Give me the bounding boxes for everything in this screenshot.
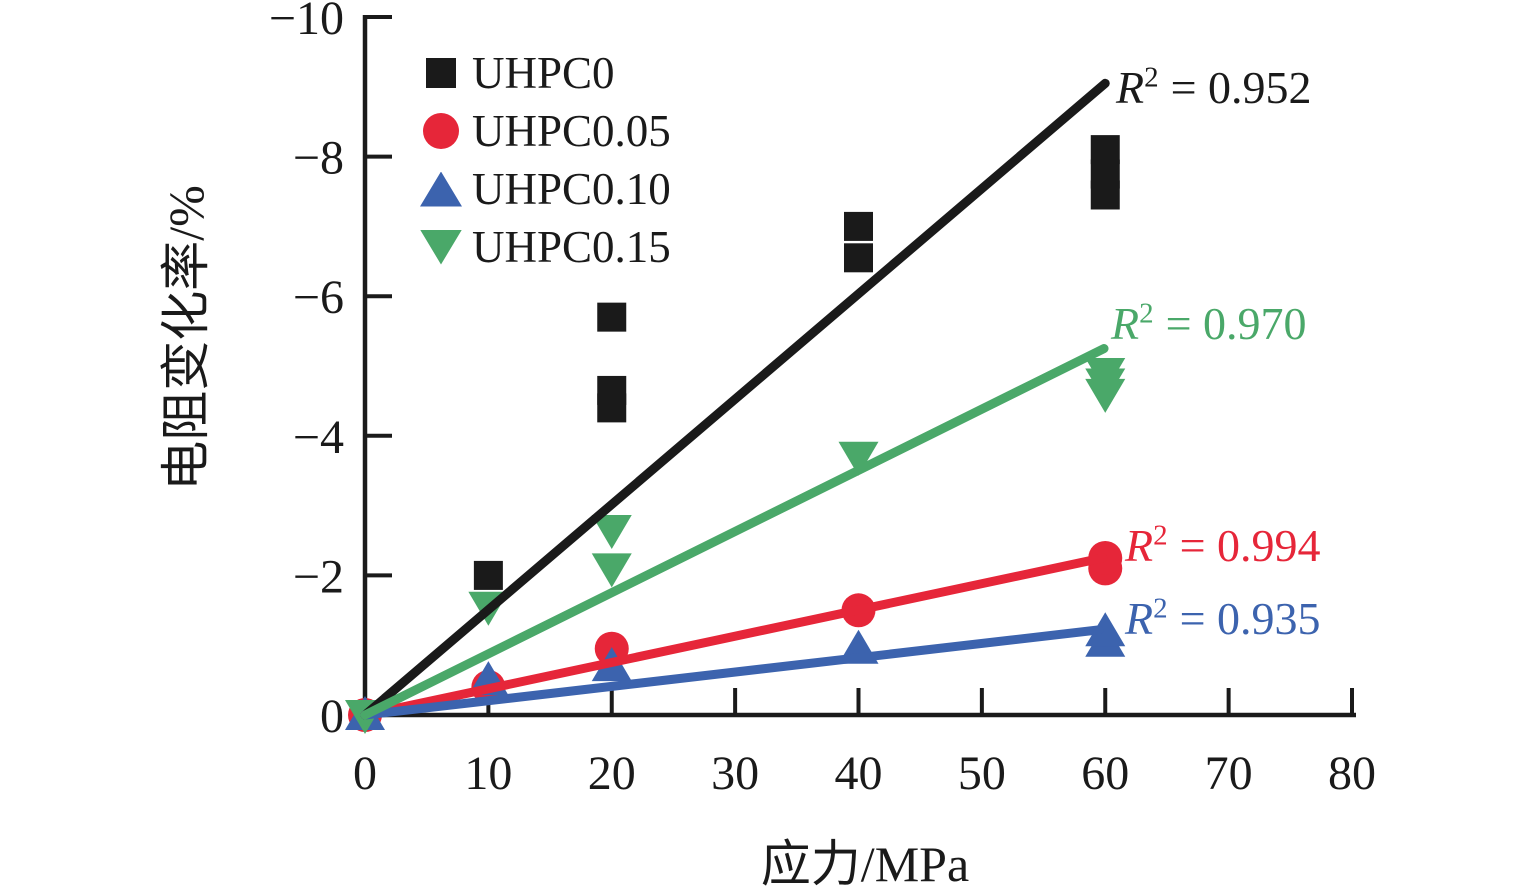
y-tick-labels: 0 −2 −4 −6 −8 −10 [269,0,344,743]
r2-annotation-uhpc015: R2 = 0.970 [1111,297,1307,350]
legend-item-uhpc0: UHPC0 [420,44,671,102]
legend-item-uhpc005: UHPC0.05 [420,102,671,160]
r2-exponent: 2 [1144,61,1159,94]
legend-item-uhpc010: UHPC0.10 [420,160,671,218]
x-tick-label: 0 [353,747,377,800]
r2-exponent: 2 [1153,592,1168,625]
fit-line-uhpc005 [360,553,1108,720]
r2-symbol: R [1116,62,1145,113]
legend-circle-marker-icon [423,113,459,149]
r2-symbol: R [1111,298,1140,349]
series-markers-uhpc015 [345,357,1126,734]
r2-exponent: 2 [1153,519,1168,552]
x-tick-label: 80 [1328,747,1376,800]
square-marker [844,211,873,241]
r2-value: = 0.994 [1179,520,1321,571]
legend-item-uhpc015: UHPC0.15 [420,218,671,276]
x-tick-label: 60 [1081,747,1129,800]
r2-symbol: R [1125,593,1154,644]
square-marker [844,243,873,273]
x-tick-labels: 0 10 20 30 40 50 60 70 80 [353,747,1376,800]
x-tick-label: 40 [835,747,883,800]
r2-annotation-uhpc005: R2 = 0.994 [1125,519,1321,572]
y-tick-label: −8 [293,132,344,185]
r2-value: = 0.952 [1170,62,1312,113]
y-tick-label: 0 [320,690,344,743]
triangle-down-marker [838,441,879,476]
triangle-down-marker [591,515,632,550]
square-marker [597,375,627,405]
x-tick-label: 10 [464,747,512,800]
legend-label-uhpc005: UHPC0.05 [472,105,671,156]
square-marker [473,560,503,590]
triangle-down-marker [591,553,632,588]
triangle-up-marker [1085,612,1126,647]
r2-annotation-uhpc010: R2 = 0.935 [1125,592,1321,645]
square-marker [1090,135,1120,165]
square-marker [597,302,627,332]
fit-line-uhpc010 [360,625,1104,720]
r2-annotation-uhpc0: R2 = 0.952 [1116,61,1312,114]
y-tick-label: −6 [293,271,344,324]
fit-line-uhpc0 [360,78,1110,720]
y-tick-label: −2 [293,550,344,603]
y-tick-label: −4 [293,411,344,464]
y-tick-label: −10 [269,0,344,45]
x-tick-label: 20 [588,747,636,800]
axes [362,15,1356,718]
y-axis-title: 电阻变化率/% [158,185,214,491]
legend-triangle-up-marker-icon [420,171,462,207]
x-tick-label: 70 [1205,747,1253,800]
legend-label-uhpc010: UHPC0.10 [472,163,671,214]
legend-triangle-down-marker-icon [420,229,462,265]
fit-line-uhpc015 [360,344,1109,720]
legend-square-marker-icon [426,58,456,88]
x-tick-label: 30 [711,747,759,800]
x-axis-title: 应力/MPa [760,836,970,891]
square-marker [1090,159,1120,189]
x-tick-label: 50 [958,747,1006,800]
r2-exponent: 2 [1139,297,1154,330]
r2-value: = 0.970 [1165,298,1307,349]
legend-label-uhpc0: UHPC0 [472,47,615,98]
legend-label-uhpc015: UHPC0.15 [472,221,671,272]
r2-value: = 0.935 [1179,593,1321,644]
triangle-down-marker [1085,357,1126,392]
legend: UHPC0 UHPC0.05 UHPC0.10 UHPC0.15 [420,44,671,276]
r2-symbol: R [1125,520,1154,571]
